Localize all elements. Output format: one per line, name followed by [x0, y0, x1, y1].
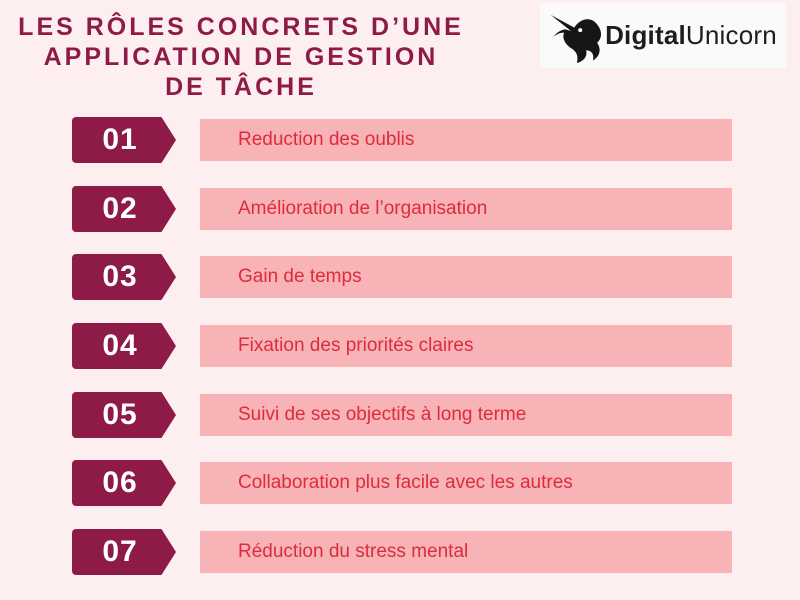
page-title-line-1: LES RÔLES CONCRETS D’UNE [18, 13, 464, 41]
step-number: 06 [102, 466, 138, 499]
page-title-line-2: APPLICATION DE GESTION [43, 43, 439, 71]
step-label-bar: Reduction des oublis [200, 119, 732, 161]
step-label-bar: Amélioration de l’organisation [200, 188, 732, 230]
step-number: 03 [102, 260, 138, 293]
step-number: 07 [102, 535, 138, 568]
step-label-bar: Réduction du stress mental [200, 531, 732, 573]
step-number-badge: 05 [72, 392, 176, 438]
step-number: 05 [102, 398, 138, 431]
step-number: 02 [102, 192, 138, 225]
page-title: LES RÔLES CONCRETS D’UNE APPLICATION DE … [0, 12, 482, 102]
step-label: Gain de temps [238, 266, 362, 287]
step-number-badge: 02 [72, 186, 176, 232]
brand-logo-text-regular: Unicorn [685, 20, 777, 50]
step-number: 04 [102, 329, 138, 362]
brand-logo-text-bold: Digital [605, 20, 686, 50]
list-item-5: 05 Suivi de ses objectifs à long terme [0, 392, 800, 438]
step-number-badge: 01 [72, 117, 176, 163]
step-number-badge: 06 [72, 460, 176, 506]
unicorn-icon [550, 14, 602, 63]
list-item-3: 03 Gain de temps [0, 254, 800, 300]
step-label: Reduction des oublis [238, 129, 415, 150]
list-item-4: 04 Fixation des priorités claires [0, 323, 800, 369]
step-number-badge: 04 [72, 323, 176, 369]
brand-logo: DigitalUnicorn [540, 3, 786, 68]
step-label-bar: Suivi de ses objectifs à long terme [200, 394, 732, 436]
step-number-badge: 07 [72, 529, 176, 575]
step-label: Collaboration plus facile avec les autre… [238, 472, 573, 493]
step-number-badge: 03 [72, 254, 176, 300]
list-item-6: 06 Collaboration plus facile avec les au… [0, 460, 800, 506]
list-item-2: 02 Amélioration de l’organisation [0, 186, 800, 232]
step-label: Réduction du stress mental [238, 541, 469, 562]
step-label: Amélioration de l’organisation [238, 198, 488, 219]
step-label-bar: Collaboration plus facile avec les autre… [200, 462, 732, 504]
step-number: 01 [102, 123, 138, 156]
step-label-bar: Fixation des priorités claires [200, 325, 732, 367]
list-item-1: 01 Reduction des oublis [0, 117, 800, 163]
brand-logo-text: DigitalUnicorn [605, 20, 777, 51]
list-item-7: 07 Réduction du stress mental [0, 529, 800, 575]
step-label-bar: Gain de temps [200, 256, 732, 298]
step-label: Suivi de ses objectifs à long terme [238, 404, 527, 425]
page-title-line-3: DE TÂCHE [165, 73, 317, 101]
step-label: Fixation des priorités claires [238, 335, 474, 356]
